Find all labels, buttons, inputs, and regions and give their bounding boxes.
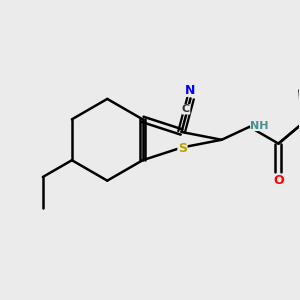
Text: C: C [182,104,190,114]
Text: S: S [178,142,187,155]
Text: N: N [185,84,196,97]
Text: NH: NH [250,121,269,131]
Text: O: O [273,174,284,187]
